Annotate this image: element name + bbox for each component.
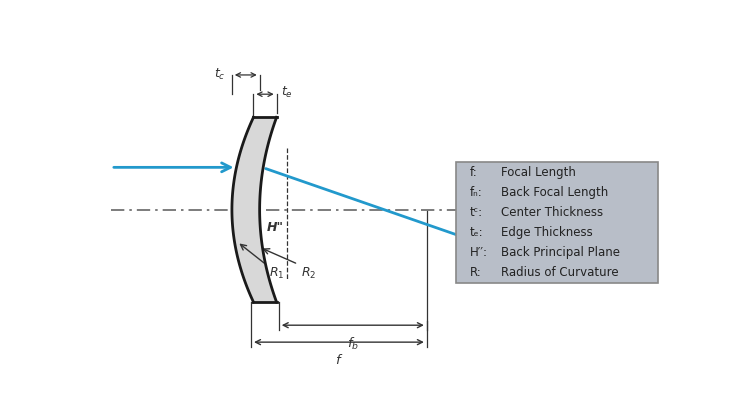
Text: fₙ:: fₙ: [470,186,482,199]
Text: tₑ:: tₑ: [470,226,484,239]
Text: $t_e$: $t_e$ [281,85,293,100]
Text: tᶜ:: tᶜ: [470,206,483,219]
Text: $f_b$: $f_b$ [346,336,358,352]
Text: $R_2$: $R_2$ [302,266,316,281]
Text: Radius of Curvature: Radius of Curvature [501,266,618,279]
Text: $f$: $f$ [334,353,343,367]
Text: $R_1$: $R_1$ [269,266,285,282]
Text: Center Thickness: Center Thickness [501,206,603,219]
Text: Edge Thickness: Edge Thickness [501,226,592,239]
Text: Back Principal Plane: Back Principal Plane [501,246,620,259]
FancyBboxPatch shape [456,162,658,283]
Text: H": H" [266,221,284,234]
Text: R:: R: [470,266,482,279]
Text: f:: f: [470,166,478,178]
Text: $t_c$: $t_c$ [214,67,226,82]
Text: Focal Length: Focal Length [501,166,575,178]
Text: Back Focal Length: Back Focal Length [501,186,608,199]
Text: H′′:: H′′: [470,246,488,259]
Polygon shape [232,117,277,302]
